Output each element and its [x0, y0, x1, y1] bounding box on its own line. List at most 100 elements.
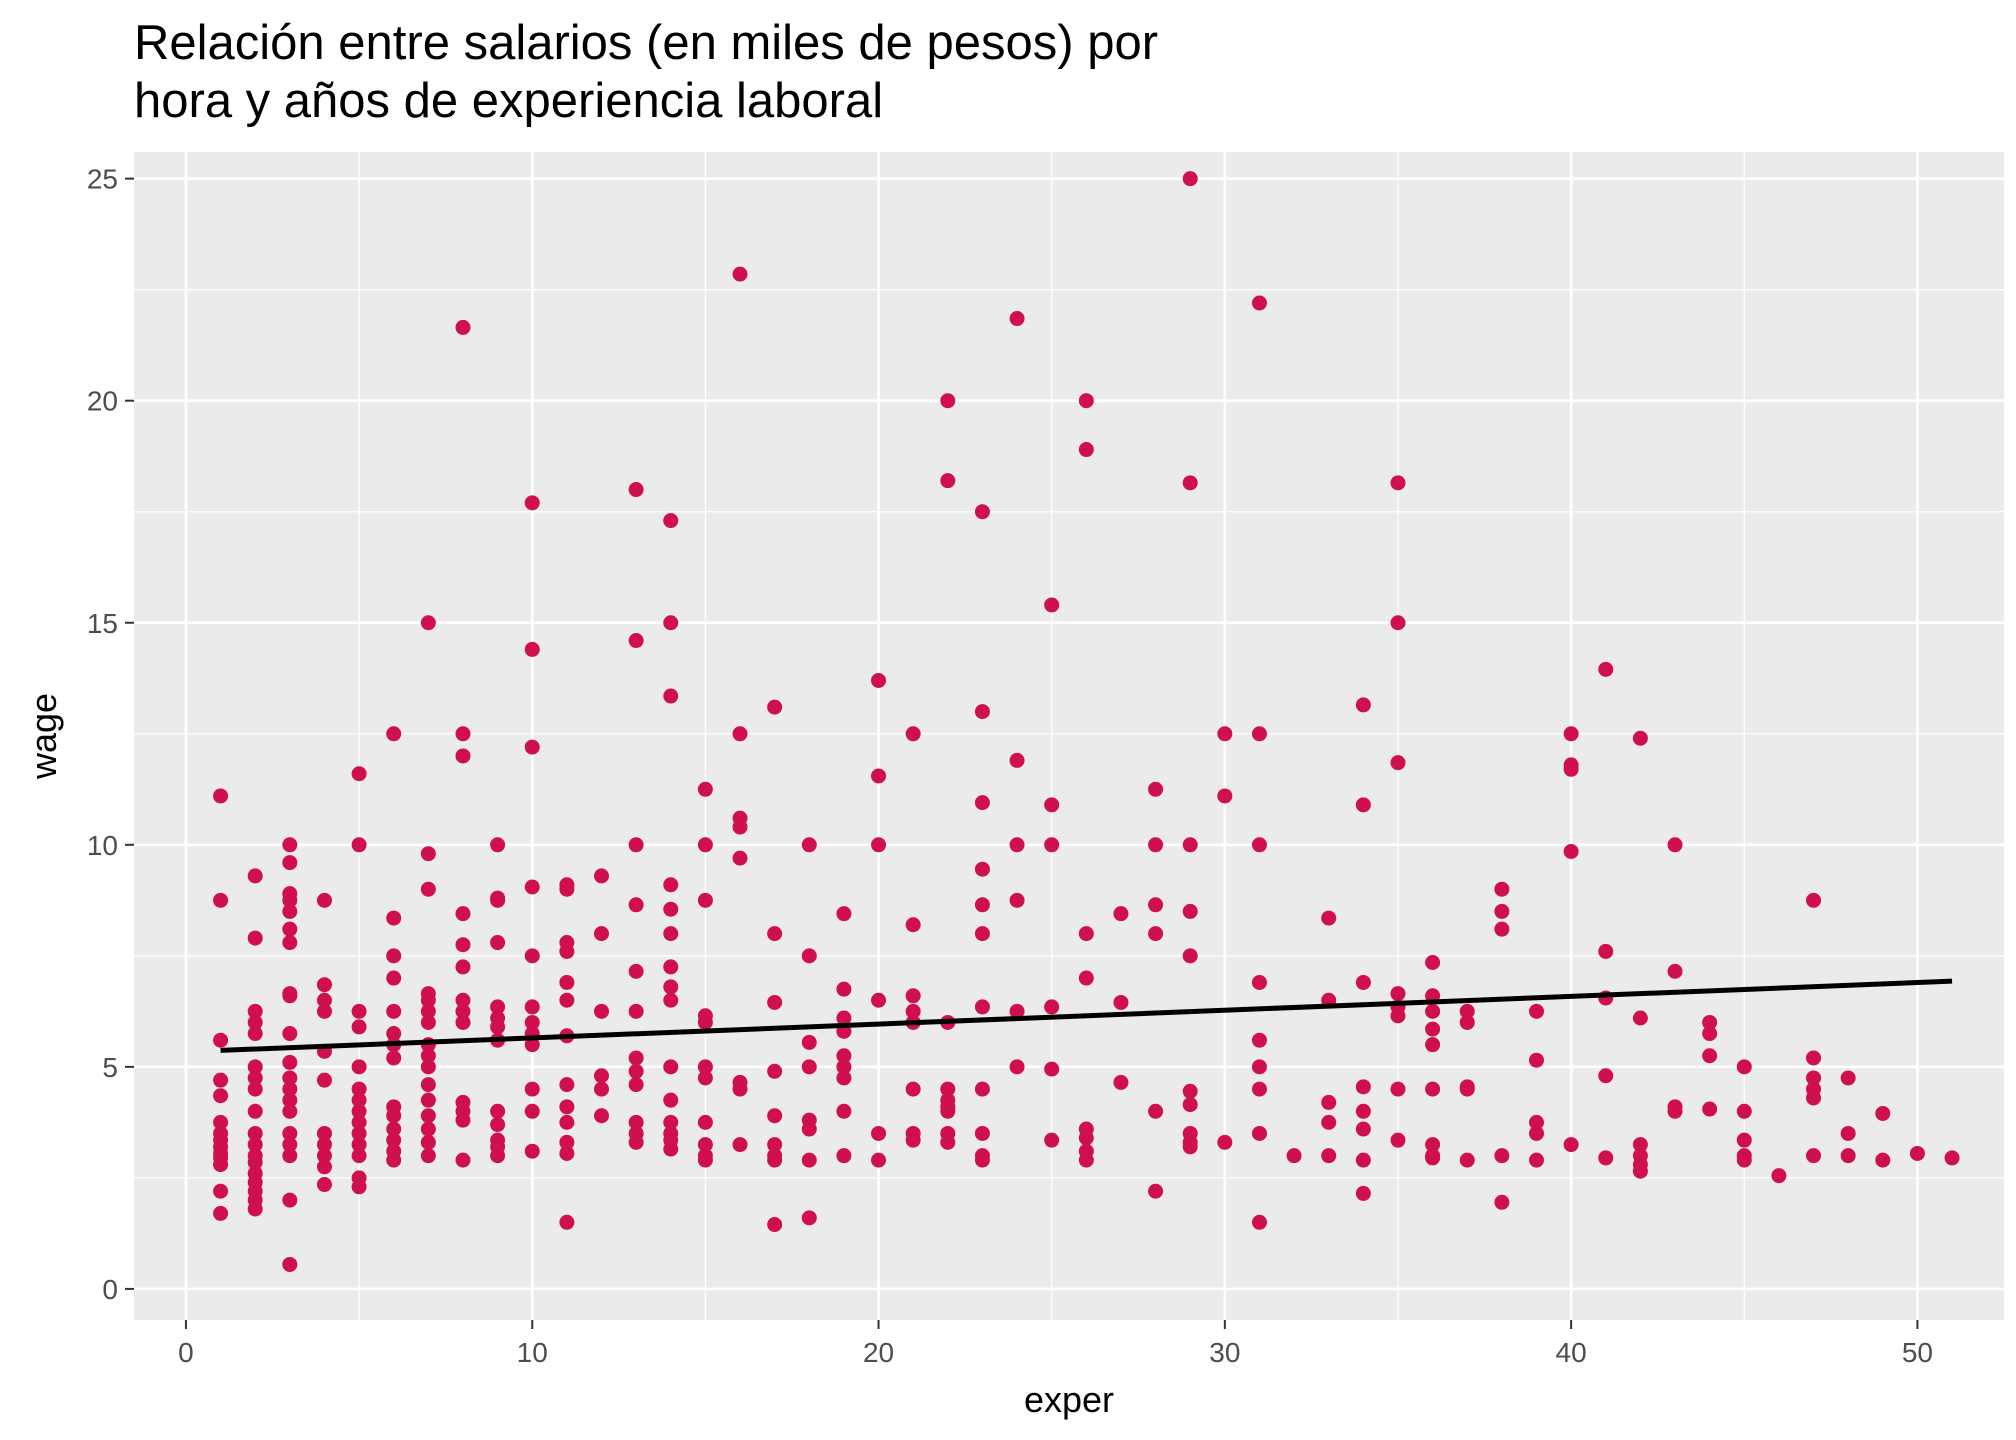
data-point [490, 935, 506, 951]
data-point [905, 1132, 921, 1148]
data-point [697, 1014, 713, 1030]
data-point [1355, 1079, 1371, 1095]
data-point [386, 1003, 402, 1019]
data-point [1425, 954, 1441, 970]
data-point [1494, 903, 1510, 919]
data-point [351, 1103, 367, 1119]
data-point [663, 926, 679, 942]
data-point [767, 1137, 783, 1153]
data-point [316, 1159, 332, 1175]
data-point [490, 1019, 506, 1035]
data-point [1425, 1003, 1441, 1019]
data-point [316, 1003, 332, 1019]
plot-panel [134, 152, 2004, 1320]
y-axis-title: wage [23, 693, 64, 780]
data-point [386, 1050, 402, 1066]
data-point [1667, 837, 1683, 853]
data-point [282, 1054, 298, 1070]
data-point [1390, 1132, 1406, 1148]
data-point [524, 948, 540, 964]
data-point [1182, 1139, 1198, 1155]
data-point [455, 959, 471, 975]
data-point [351, 1092, 367, 1108]
data-point [1598, 943, 1614, 959]
data-point [1182, 1083, 1198, 1099]
data-point [663, 959, 679, 975]
data-point [1736, 1103, 1752, 1119]
data-point [351, 766, 367, 782]
data-point [594, 868, 609, 884]
data-point [732, 1137, 748, 1153]
data-point [1251, 837, 1267, 853]
data-point [386, 970, 402, 986]
data-point [1251, 1214, 1267, 1230]
data-point [524, 1103, 540, 1119]
chart-title-line-2: hora y años de experiencia laboral [134, 74, 884, 128]
data-point [420, 1134, 436, 1150]
data-point [1390, 1081, 1406, 1097]
data-point [247, 1201, 263, 1217]
data-point [213, 1205, 229, 1221]
data-point [247, 1137, 263, 1153]
y-tick-label: 25 [87, 164, 118, 195]
data-point [767, 1108, 783, 1124]
data-point [1425, 1150, 1441, 1166]
data-point [1875, 1152, 1891, 1168]
data-point [1355, 1103, 1371, 1119]
data-point [386, 910, 402, 926]
data-point [1044, 597, 1060, 613]
data-point [316, 892, 332, 908]
data-point [1044, 1061, 1060, 1077]
data-point [455, 992, 471, 1008]
data-point [559, 1114, 575, 1130]
data-point [940, 1103, 956, 1119]
data-point [420, 1092, 436, 1108]
data-point [663, 513, 679, 529]
x-tick-label: 50 [1902, 1337, 1933, 1368]
data-point [871, 672, 887, 688]
data-point [351, 1019, 367, 1035]
data-point [213, 892, 229, 908]
data-point [1390, 1008, 1406, 1024]
data-point [1078, 970, 1094, 986]
data-point [697, 781, 713, 797]
x-tick-label: 40 [1556, 1337, 1587, 1368]
data-point [524, 641, 540, 657]
data-point [455, 1112, 471, 1128]
data-point [1736, 1059, 1752, 1075]
data-point [594, 1081, 609, 1097]
data-point [559, 992, 575, 1008]
data-point [697, 892, 713, 908]
y-tick-label: 10 [87, 830, 118, 861]
data-point [974, 795, 990, 811]
data-point [1563, 761, 1579, 777]
data-point [594, 1003, 609, 1019]
data-point [386, 1132, 402, 1148]
data-point [663, 1092, 679, 1108]
chart-title: Relación entre salarios (en miles de pes… [134, 14, 1534, 130]
data-point [871, 837, 887, 853]
data-point [628, 1063, 644, 1079]
data-point [316, 1177, 332, 1193]
data-point [836, 1010, 852, 1026]
data-point [1494, 921, 1510, 937]
data-point [282, 903, 298, 919]
data-point [282, 1103, 298, 1119]
data-point [871, 1125, 887, 1141]
data-point [1390, 475, 1406, 491]
data-point [1667, 963, 1683, 979]
data-point [1044, 999, 1060, 1015]
data-point [1806, 1090, 1822, 1106]
data-point [282, 988, 298, 1004]
data-point [905, 726, 921, 742]
data-point [697, 1059, 713, 1075]
data-point [455, 1003, 471, 1019]
y-tick-label: 20 [87, 386, 118, 417]
data-point [1425, 1137, 1441, 1153]
data-point [663, 1114, 679, 1130]
data-point [490, 999, 506, 1015]
data-point [524, 1081, 540, 1097]
data-point [1044, 837, 1060, 853]
data-point [351, 1179, 367, 1195]
